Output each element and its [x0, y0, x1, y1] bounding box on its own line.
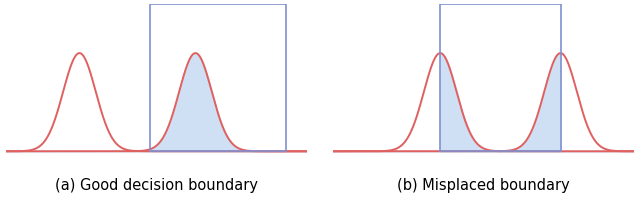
Text: (b) Misplaced boundary: (b) Misplaced boundary [397, 178, 570, 193]
Bar [150, 4, 285, 151]
Bar [440, 4, 561, 151]
Text: (a) Good decision boundary: (a) Good decision boundary [55, 178, 259, 193]
